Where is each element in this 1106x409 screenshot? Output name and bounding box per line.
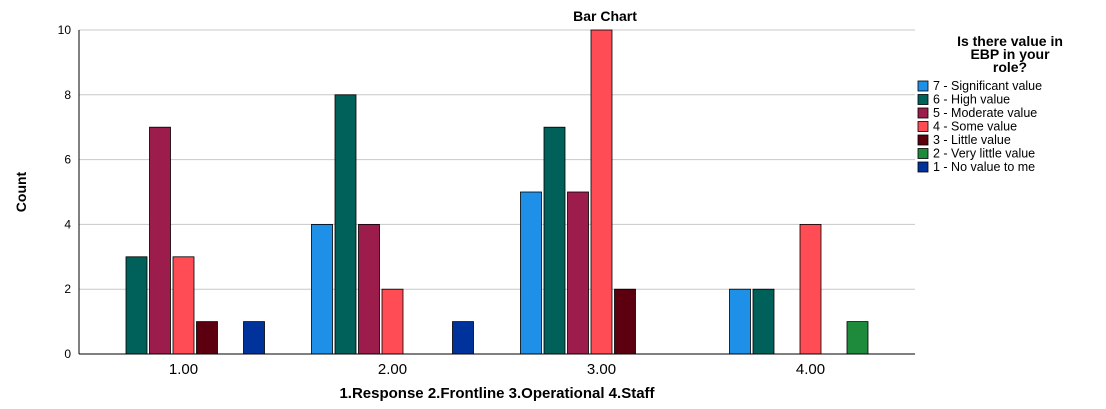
y-tick-label: 4	[64, 217, 71, 231]
legend-swatch	[917, 94, 929, 105]
bar	[846, 321, 869, 355]
legend-item-label: 5 - Moderate value	[933, 106, 1037, 120]
y-tick-label: 8	[64, 88, 71, 102]
bar	[590, 29, 613, 355]
bar	[125, 256, 148, 355]
bar	[614, 288, 636, 355]
legend-item-label: 3 - Little value	[933, 133, 1011, 147]
legend-swatch	[917, 121, 929, 132]
legend-title: role?	[993, 59, 1027, 75]
bar	[452, 321, 474, 355]
legend-item-label: 7 - Significant value	[933, 79, 1042, 93]
bars	[125, 29, 869, 355]
legend-swatch	[917, 107, 929, 119]
bar	[243, 321, 265, 355]
x-tick-label: 1.00	[169, 361, 198, 378]
x-axis-label: 1.Response 2.Frontline 3.Operational 4.S…	[339, 385, 655, 402]
x-tick-label: 2.00	[378, 361, 407, 378]
legend-swatch	[917, 134, 929, 146]
axes: 0 2 4 6 8 10 1.00 2.00 3.00 4.00	[58, 23, 915, 378]
bar	[149, 126, 171, 355]
y-tick-label: 0	[64, 347, 71, 361]
legend-swatch	[917, 148, 929, 159]
bar	[567, 191, 589, 355]
y-axis-label: Count	[13, 171, 29, 212]
x-tick-label: 4.00	[796, 361, 825, 378]
bar	[799, 223, 822, 355]
legend-item-label: 2 - Very little value	[933, 147, 1035, 161]
y-tick-label: 2	[64, 282, 71, 296]
bar	[520, 191, 542, 355]
bar	[334, 94, 357, 355]
legend-item-label: 6 - High value	[933, 93, 1010, 107]
legend-title: Is there value in	[957, 33, 1063, 49]
legend-swatch	[917, 161, 929, 173]
legend-title: EBP in your	[970, 46, 1050, 62]
y-tick-label: 10	[58, 23, 72, 37]
bar	[311, 223, 333, 355]
legend-item-label: 1 - No value to me	[933, 160, 1035, 174]
legend-swatch	[917, 80, 929, 92]
x-tick-label: 3.00	[587, 361, 616, 378]
bar	[358, 223, 380, 355]
bar	[752, 288, 775, 355]
bar	[729, 288, 751, 355]
chart-title: Bar Chart	[573, 8, 637, 24]
y-tick-label: 6	[64, 153, 71, 167]
bar	[381, 288, 404, 355]
legend-item-label: 4 - Some value	[933, 120, 1017, 134]
bar	[196, 321, 218, 355]
bar	[172, 256, 195, 355]
bar	[543, 126, 566, 355]
gridlines	[79, 29, 915, 290]
